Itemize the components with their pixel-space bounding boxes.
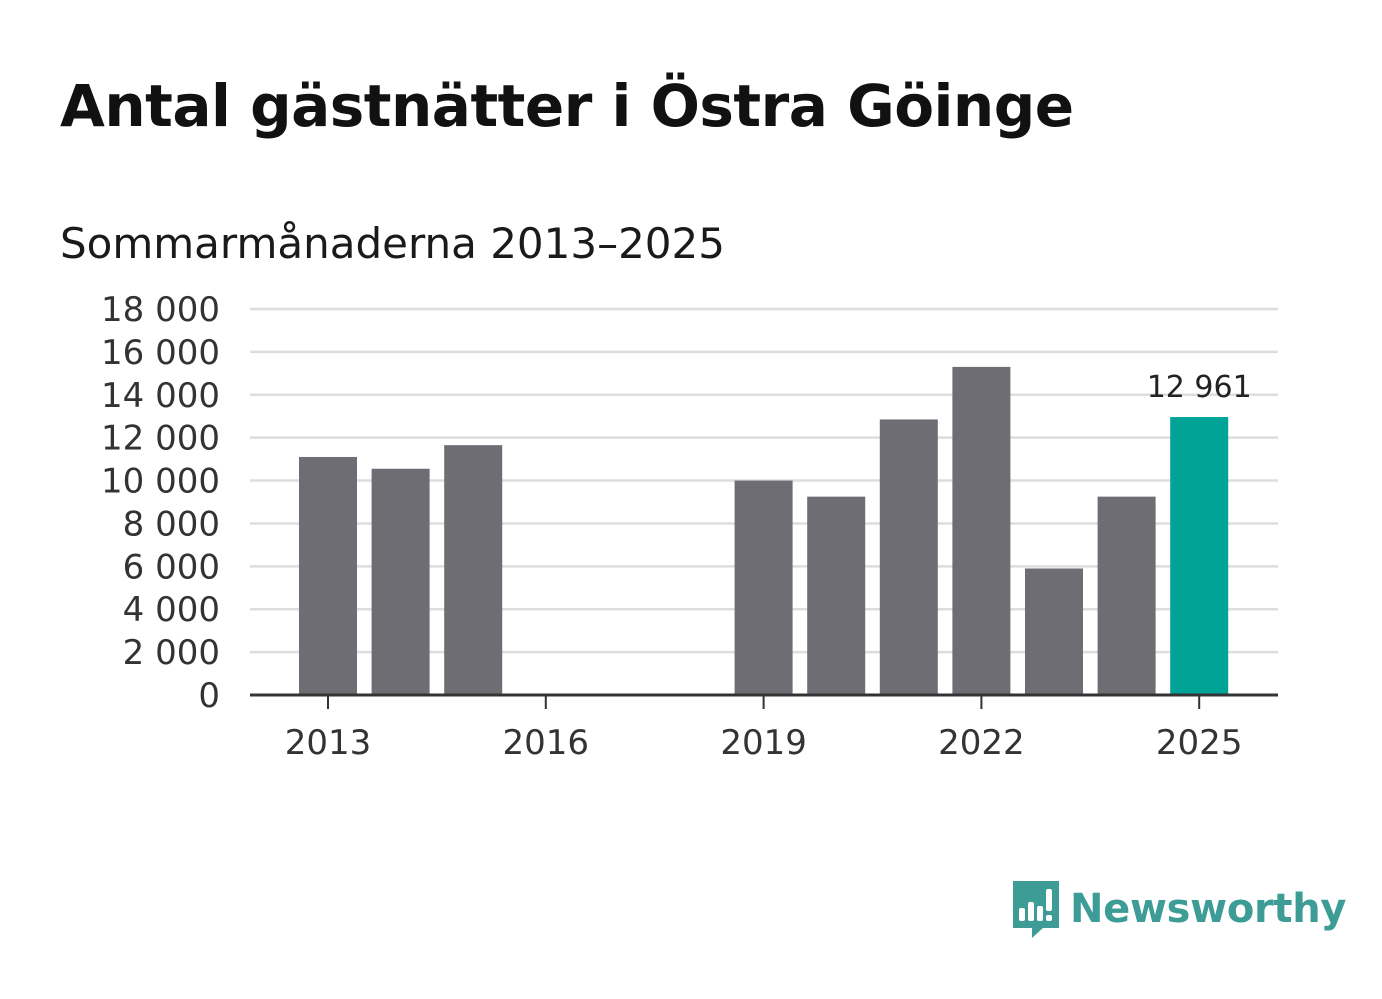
bar	[444, 445, 503, 695]
bar	[1025, 568, 1083, 695]
bar	[1170, 417, 1229, 695]
bar	[1097, 496, 1156, 695]
y-tick-label: 2 000	[123, 633, 220, 673]
y-tick-label: 8 000	[123, 504, 220, 544]
y-tick-label: 16 000	[101, 333, 220, 373]
bar	[734, 480, 793, 695]
y-tick-label: 4 000	[123, 590, 220, 630]
y-tick-label: 12 000	[101, 419, 220, 459]
brand-name: Newsworthy	[1070, 886, 1347, 932]
newsworthy-logo: Newsworthy	[1010, 878, 1347, 940]
y-tick-label: 18 000	[101, 290, 220, 330]
y-tick-label: 0	[198, 676, 220, 716]
x-tick-label: 2013	[285, 723, 372, 763]
x-tick-label: 2025	[1156, 723, 1243, 763]
chart-subtitle: Sommarmånaderna 2013–2025	[60, 219, 725, 268]
bar	[879, 419, 938, 695]
bar-chart-speech-bubble-icon	[1013, 881, 1059, 938]
y-tick-label: 10 000	[101, 462, 220, 502]
axes	[250, 693, 1278, 709]
bar	[371, 468, 430, 695]
y-tick-label: 6 000	[123, 547, 220, 587]
x-tick-label: 2019	[720, 723, 807, 763]
data-label: 12 961	[1147, 370, 1252, 405]
x-tick-label: 2022	[938, 723, 1025, 763]
x-tick-label: 2016	[503, 723, 590, 763]
bar	[299, 456, 357, 695]
bars	[299, 366, 1229, 695]
bar	[952, 366, 1011, 695]
chart-title: Antal gästnätter i Östra Göinge	[60, 72, 1074, 140]
bar	[807, 496, 866, 695]
y-tick-label: 14 000	[101, 376, 220, 416]
